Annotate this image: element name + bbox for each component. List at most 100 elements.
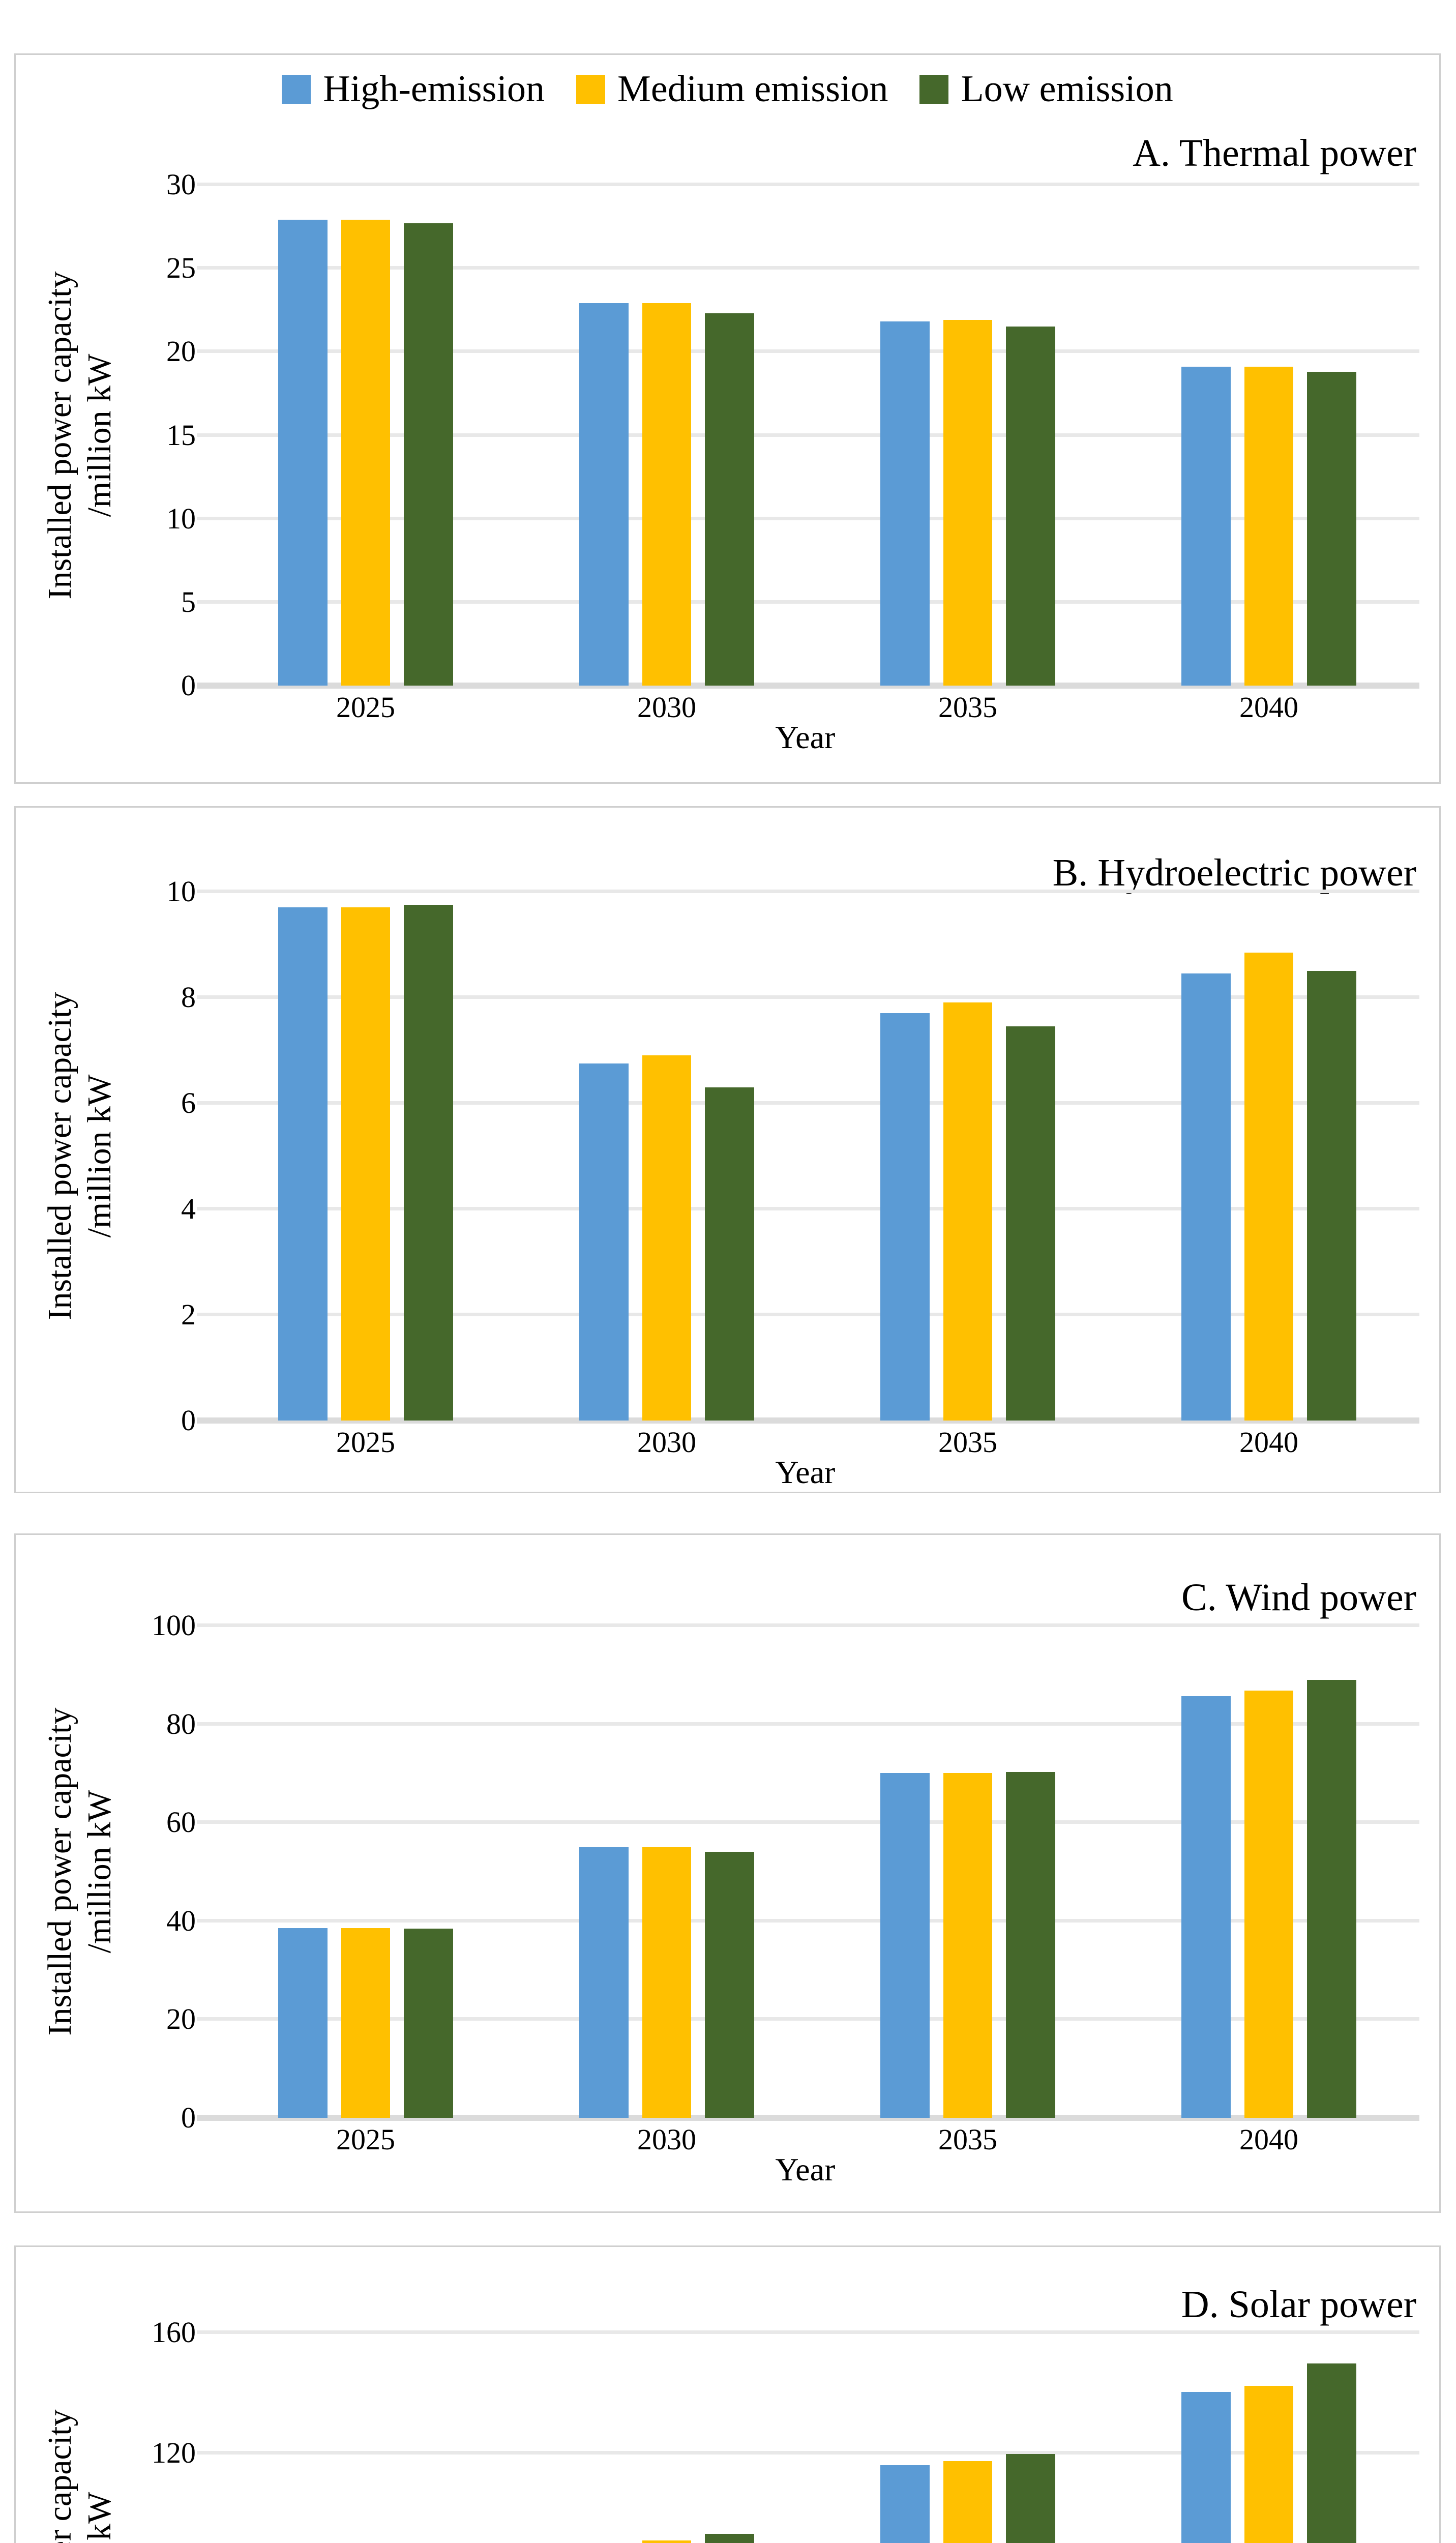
bar-low-emission-2030 [705,1087,754,1421]
x-tick-label-2040: 2040 [1239,691,1298,724]
bar-low-emission-2025 [404,223,453,686]
chart-title-d: D. Solar power [1181,2283,1416,2326]
gridline-y-20 [197,349,1419,353]
y-tick-label: 4 [181,1192,196,1225]
bar-high-emission-2035 [880,1773,930,2118]
legend-label: Low emission [961,68,1173,110]
bar-low-emission-2030 [705,313,754,686]
legend-item-low-emission: Low emission [919,68,1173,111]
panel-thermal-power: High-emission Medium emission Low emissi… [14,53,1441,784]
legend-label: Medium emission [617,68,888,110]
y-tick-label: 0 [181,669,196,702]
y-axis-label-line1: Installed power capacity [40,2332,80,2543]
y-tick-label: 8 [181,981,196,1014]
y-axis-label: Installed power capacity /million kW [34,1625,126,2118]
bar-low-emission-2035 [1006,327,1055,686]
y-tick-label: 40 [166,1904,196,1937]
y-tick-label: 60 [166,1806,196,1839]
bar-low-emission-2030 [705,2534,754,2543]
x-tick-label-2030: 2030 [637,1426,696,1459]
legend-label: High-emission [323,68,545,110]
y-axis-label-line1: Installed power capacity [41,992,79,1320]
y-tick-label: 2 [181,1298,196,1331]
bar-medium-emission-2035 [943,1773,993,2118]
bar-medium-emission-2040 [1244,952,1294,1421]
bar-high-emission-2040 [1181,2391,1231,2543]
low-emission-swatch-icon [919,75,949,104]
x-tick-label-2035: 2035 [938,691,997,724]
y-axis-label: Installed power capacity /million kW [34,892,126,1421]
gridline-y-10 [197,890,1419,893]
y-tick-label: 160 [152,2316,196,2349]
y-axis-label-line2: /million kW [81,1790,118,1954]
y-tick-label: 120 [152,2436,196,2469]
x-axis-title: Year [775,719,836,755]
x-tick-label-2030: 2030 [637,2123,696,2156]
legend-item-medium-emission: Medium emission [576,68,888,111]
gridline-y-8 [197,995,1419,999]
bar-high-emission-2035 [880,1013,930,1421]
x-tick-label-2025: 2025 [336,1426,395,1459]
x-axis-title: Year [775,1454,836,1490]
gridline-y-20 [197,2017,1419,2021]
gridline-y-60 [197,1820,1419,1824]
bar-low-emission-2035 [1006,2453,1055,2543]
bar-medium-emission-2030 [642,1847,692,2118]
y-tick-label: 25 [166,251,196,285]
gridline-y-30 [197,183,1419,186]
bar-medium-emission-2040 [1244,2385,1294,2543]
plot-area-c: 0 20 40 60 80 100 2025 2030 2035 2040 Year [152,1611,1419,2186]
bar-high-emission-2025 [278,1928,328,2118]
plot-area-a: 0 5 10 15 20 25 30 2025 2030 2035 2040 Year [166,170,1419,754]
bar-low-emission-2040 [1307,971,1356,1421]
x-tick-label-2025: 2025 [336,691,395,724]
gridline-y-5 [197,600,1419,604]
y-tick-label: 0 [181,1404,196,1437]
bar-medium-emission-2035 [943,1002,993,1421]
bar-medium-emission-2040 [1244,1690,1294,2118]
x-tick-label-2035: 2035 [938,2123,997,2156]
gridline-y-40 [197,1918,1419,1923]
gridline-y-4 [197,1207,1419,1210]
panel-hydroelectric-power: B. Hydroelectric power Installed power c… [14,806,1441,1493]
panel-solar-power: D. Solar power Installed power capacity … [14,2245,1441,2543]
x-tick-label-2040: 2040 [1239,2123,1298,2156]
gridline-y-80 [197,1722,1419,1726]
bar-medium-emission-2030 [642,2540,692,2543]
bar-high-emission-2025 [278,907,328,1421]
chart-title-b: B. Hydroelectric power [1052,851,1416,894]
legend-item-high-emission: High-emission [282,68,545,111]
bar-low-emission-2030 [705,1852,754,2118]
bar-low-emission-2035 [1006,1026,1055,1421]
y-tick-label: 6 [181,1086,196,1119]
gridline-y-160 [197,2330,1419,2334]
gridline-y-15 [197,433,1419,437]
bar-medium-emission-2030 [642,1055,692,1421]
panel-wind-power: C. Wind power Installed power capacity /… [14,1533,1441,2213]
bar-low-emission-2040 [1307,2363,1356,2543]
bar-medium-emission-2040 [1244,366,1294,686]
gridline-y-120 [197,2451,1419,2455]
x-tick-label-2030: 2030 [637,691,696,724]
bar-high-emission-2040 [1181,366,1231,686]
y-axis-label-line1: Installed power capacity [41,1707,79,2036]
bar-medium-emission-2030 [642,303,692,686]
y-axis-label: Installed power capacity /million kW [34,185,126,686]
y-tick-label: 20 [166,2002,196,2036]
gridline-y-10 [197,516,1419,520]
high-emission-swatch-icon [282,75,311,104]
gridline-y-2 [197,1313,1419,1316]
y-axis-label-line2: /million kW [80,2332,120,2543]
bar-high-emission-2025 [278,219,328,686]
y-tick-label: 20 [166,335,196,368]
bar-medium-emission-2025 [341,1928,391,2118]
plot-area-d: 040801201602025203020352040Year [152,2318,1419,2543]
x-tick-label-2035: 2035 [938,1426,997,1459]
bar-high-emission-2035 [880,2465,930,2543]
bar-low-emission-2025 [404,1929,453,2118]
bar-high-emission-2030 [579,303,629,686]
gridline-y-100 [197,1623,1419,1627]
y-tick-label: 0 [181,2101,196,2134]
bar-low-emission-2040 [1307,1680,1356,2118]
gridline-y-25 [197,266,1419,270]
